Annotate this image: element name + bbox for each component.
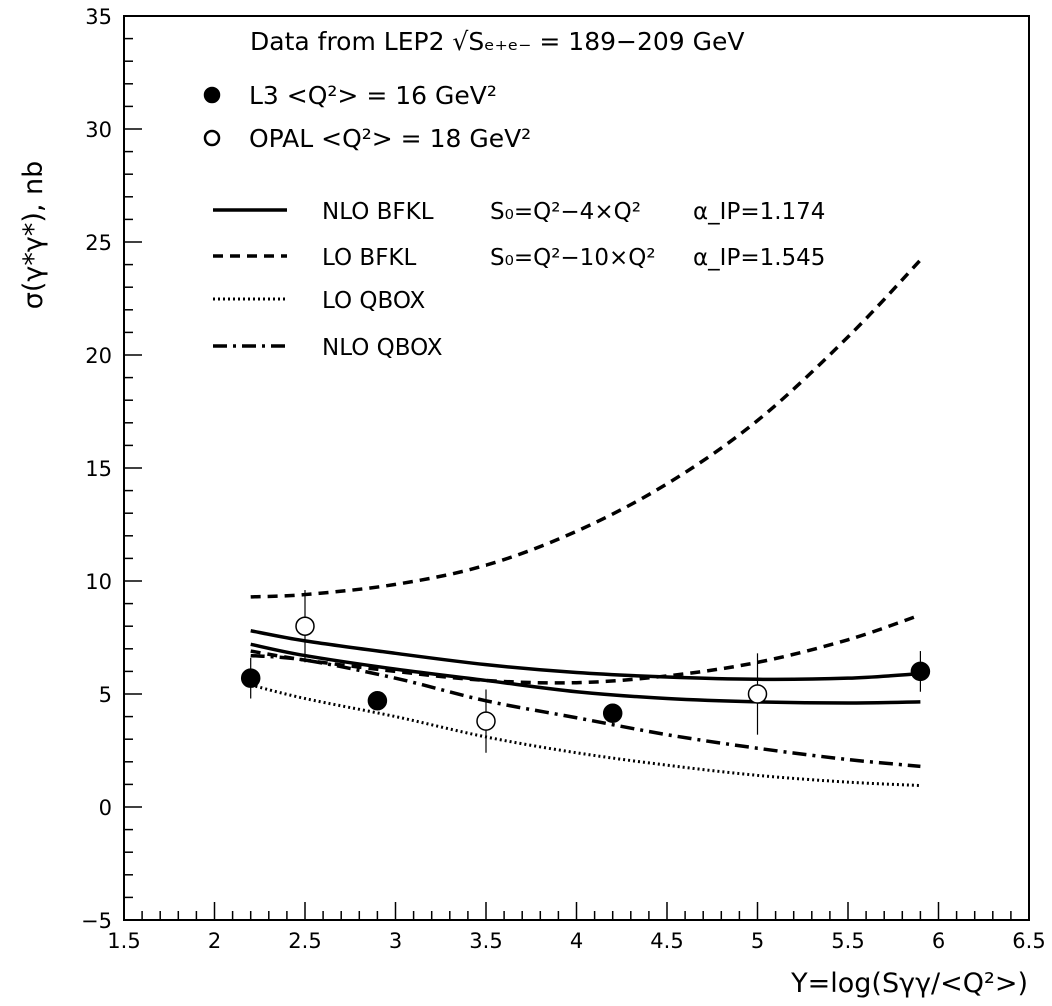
y-tick-label: 0 [99,796,112,820]
x-tick-label: 5.5 [831,929,864,953]
curve-solid [250,628,921,682]
y-tick-label: 15 [85,457,112,481]
legend-data-label: L3 <Q²> = 16 GeV² [249,81,497,110]
legend-curve-intercept: α_IP=1.174 [693,199,825,225]
x-tick-label: 3 [389,929,402,953]
y-tick-label: 30 [85,118,112,142]
y-tick-label: 35 [85,5,112,29]
x-tick-label: 2 [208,929,221,953]
y-tick-label: 10 [85,570,112,594]
y-tick-label: 25 [85,231,112,255]
l3-point [910,661,931,682]
x-tick-label: 3.5 [469,929,502,953]
l3-point [602,703,623,723]
y-axis-title: σ(γ*γ*), nb [18,161,49,310]
l3-point [240,668,261,688]
y-tick-label: 5 [99,683,112,707]
y-tick-label: −5 [81,909,112,933]
legend-l3-marker [203,86,221,104]
x-tick-label: 2.5 [288,929,321,953]
curve-dotted [250,683,921,788]
x-tick-label: 5 [751,929,764,953]
legend-curve-label: NLO QBOX [322,335,443,361]
l3-point [367,691,388,711]
legend-data-label: OPAL <Q²> = 18 GeV² [249,124,531,153]
x-tick-label: 1.5 [107,929,140,953]
curve-dashed [250,613,921,685]
opal-point [476,711,496,731]
legend-curve-label: LO BFKL [322,245,416,271]
curve-solid [250,642,921,705]
x-axis-title: Y=log(Sγγ/<Q²>) [790,968,1028,999]
legend-curve-label: LO QBOX [322,288,426,314]
y-tick-label: 20 [85,344,112,368]
legend-opal-marker [203,129,221,147]
x-tick-label: 4.5 [650,929,683,953]
legend-curve-scale: S₀=Q²−10×Q² [490,245,656,271]
x-tick-label: 6.5 [1012,929,1045,953]
legend-curve-label: NLO BFKL [322,199,434,225]
x-tick-label: 6 [932,929,945,953]
opal-point [747,684,768,704]
legend-curve-intercept: α_IP=1.545 [693,245,825,271]
curve-dashed [250,258,922,599]
curve-dashdot [250,653,921,769]
legend-curve-scale: S₀=Q²−4×Q² [490,199,641,225]
chart-title: Data from LEP2 √Sₑ₊ₑ₋ = 189−209 GeV [250,27,744,56]
opal-point [295,616,315,636]
x-tick-label: 4 [570,929,583,953]
